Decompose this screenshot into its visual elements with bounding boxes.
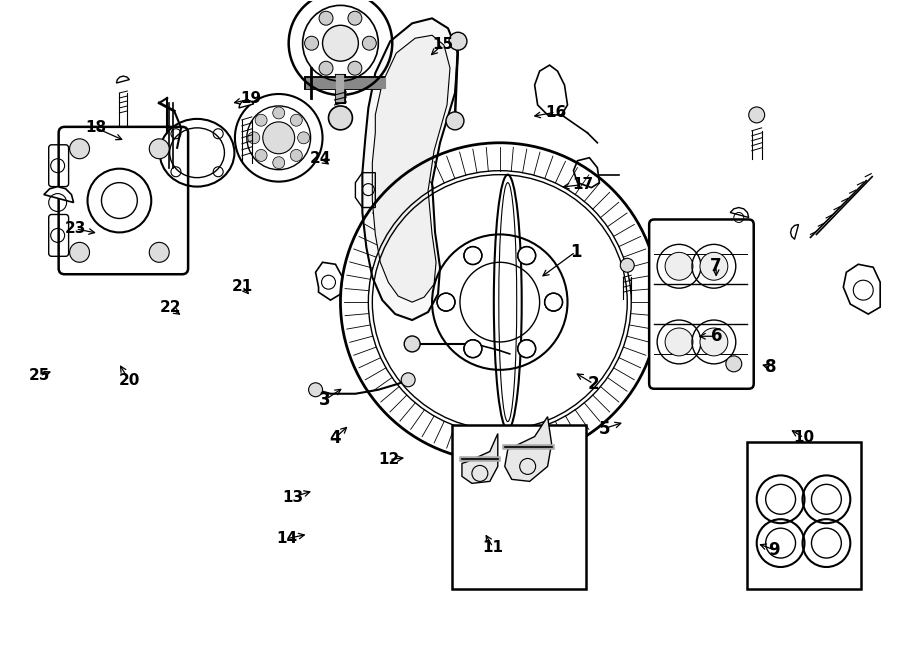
Circle shape — [273, 107, 284, 119]
Text: 10: 10 — [794, 430, 814, 446]
Circle shape — [291, 150, 302, 162]
Circle shape — [69, 242, 89, 262]
Polygon shape — [505, 416, 552, 481]
Polygon shape — [790, 224, 798, 240]
Text: 25: 25 — [29, 368, 50, 383]
Text: 7: 7 — [710, 258, 722, 275]
Text: 9: 9 — [769, 541, 780, 559]
Circle shape — [248, 132, 260, 144]
Text: 13: 13 — [283, 490, 303, 504]
Circle shape — [255, 115, 267, 126]
Circle shape — [322, 25, 358, 61]
Bar — [747, 442, 861, 589]
Circle shape — [464, 246, 482, 265]
Circle shape — [401, 373, 415, 387]
Circle shape — [446, 112, 464, 130]
Polygon shape — [730, 207, 749, 218]
Circle shape — [304, 36, 319, 50]
Text: 22: 22 — [159, 301, 181, 315]
Bar — [452, 424, 587, 589]
Text: 4: 4 — [329, 429, 341, 447]
Circle shape — [320, 62, 333, 75]
Text: 14: 14 — [276, 531, 297, 546]
Text: 19: 19 — [240, 91, 262, 107]
Text: 1: 1 — [570, 243, 581, 261]
Text: 23: 23 — [65, 221, 86, 236]
FancyBboxPatch shape — [58, 127, 188, 274]
Text: 18: 18 — [86, 120, 106, 136]
Circle shape — [404, 336, 420, 352]
Text: 20: 20 — [119, 373, 140, 388]
Circle shape — [273, 157, 284, 169]
Circle shape — [665, 252, 693, 280]
Text: 17: 17 — [572, 177, 593, 192]
Circle shape — [620, 258, 634, 272]
Circle shape — [149, 139, 169, 159]
Text: 12: 12 — [378, 452, 400, 467]
Text: 16: 16 — [545, 105, 566, 120]
Text: 8: 8 — [765, 358, 777, 376]
Text: 24: 24 — [310, 151, 330, 166]
Text: 5: 5 — [598, 420, 610, 438]
Circle shape — [348, 11, 362, 25]
Polygon shape — [462, 434, 498, 483]
Circle shape — [328, 106, 353, 130]
Text: 6: 6 — [711, 327, 723, 346]
Text: 21: 21 — [231, 279, 253, 294]
Text: 2: 2 — [588, 375, 599, 393]
Circle shape — [149, 242, 169, 262]
Circle shape — [544, 293, 562, 311]
Text: 3: 3 — [319, 391, 330, 409]
Polygon shape — [373, 35, 450, 302]
Circle shape — [749, 107, 765, 123]
Circle shape — [309, 383, 322, 397]
FancyBboxPatch shape — [649, 220, 753, 389]
Circle shape — [725, 356, 742, 372]
Circle shape — [348, 62, 362, 75]
Circle shape — [700, 252, 728, 280]
Circle shape — [263, 122, 294, 154]
Circle shape — [437, 293, 455, 311]
Circle shape — [464, 340, 482, 357]
Polygon shape — [238, 100, 254, 108]
Circle shape — [363, 36, 376, 50]
Circle shape — [291, 115, 302, 126]
Circle shape — [255, 150, 267, 162]
Polygon shape — [116, 76, 130, 83]
Circle shape — [449, 32, 467, 50]
Circle shape — [700, 328, 728, 356]
Text: 11: 11 — [482, 540, 503, 555]
Circle shape — [665, 328, 693, 356]
Circle shape — [518, 246, 536, 265]
Circle shape — [518, 340, 536, 357]
Text: 15: 15 — [432, 36, 454, 52]
Circle shape — [69, 139, 89, 159]
Polygon shape — [44, 187, 74, 203]
Circle shape — [298, 132, 310, 144]
Polygon shape — [363, 19, 458, 320]
Circle shape — [320, 11, 333, 25]
